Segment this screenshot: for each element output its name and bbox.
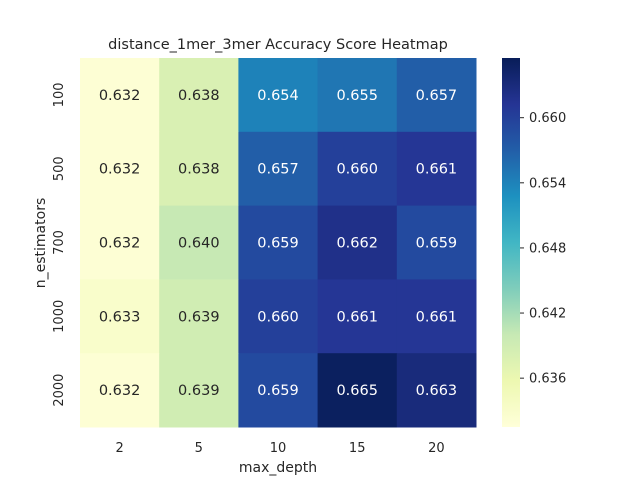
heatmap-cell	[396, 58, 477, 133]
x-axis-label: max_depth	[239, 460, 317, 476]
heatmap-cell	[396, 353, 477, 428]
cell-value-label: 0.662	[336, 236, 378, 252]
y-tick-label: 100	[52, 82, 67, 107]
x-tick-label: 5	[195, 441, 203, 456]
heatmap-cell	[80, 131, 160, 207]
y-axis-ticks: 100 500 700 1000 2000	[52, 82, 67, 406]
heatmap-cell	[80, 205, 160, 280]
heatmap-cell	[238, 205, 319, 280]
heatmap-cell	[159, 131, 239, 207]
heatmap-cell	[396, 131, 477, 207]
cell-value-label: 0.640	[178, 236, 220, 252]
heatmap-cell	[396, 205, 477, 280]
y-tick-label: 700	[52, 230, 67, 255]
heatmap-cell	[159, 279, 239, 354]
x-tick-label: 10	[270, 441, 287, 456]
heatmap-cell	[396, 279, 477, 354]
x-tick-label: 2	[115, 441, 123, 456]
cell-value-label: 0.660	[336, 162, 378, 178]
colorbar-tick-label: 0.648	[529, 241, 566, 256]
cell-value-label: 0.663	[416, 383, 458, 399]
cell-value-label: 0.657	[257, 162, 299, 178]
cell-value-label: 0.659	[257, 236, 299, 252]
cell-value-label: 0.661	[416, 309, 458, 325]
colorbar-tick-label: 0.660	[529, 111, 566, 126]
colorbar-tick-label: 0.636	[529, 372, 566, 387]
cell-value-label: 0.639	[178, 309, 220, 325]
heatmap-cell	[238, 353, 319, 428]
y-tick-label: 1000	[52, 300, 67, 333]
colorbar	[502, 58, 520, 427]
cell-value-label: 0.632	[99, 162, 141, 178]
heatmap-cell	[159, 205, 239, 280]
heatmap-cell	[238, 58, 319, 133]
heatmap-cell	[317, 58, 398, 133]
x-axis-ticks: 2 5 10 15 20	[115, 441, 444, 456]
heatmap-cell	[317, 205, 398, 280]
cell-value-label: 0.657	[416, 88, 458, 104]
heatmap-cell	[238, 279, 319, 354]
cell-value-label: 0.659	[416, 236, 458, 252]
heatmap-cell	[159, 58, 239, 133]
cell-value-label: 0.638	[178, 162, 220, 178]
cell-value-label: 0.632	[99, 383, 141, 399]
heatmap-cell	[317, 279, 398, 354]
cell-value-label: 0.632	[99, 236, 141, 252]
chart-title: distance_1mer_3mer Accuracy Score Heatma…	[108, 37, 448, 53]
cell-value-label: 0.660	[257, 309, 299, 325]
cell-value-label: 0.639	[178, 383, 220, 399]
cell-value-label: 0.665	[336, 383, 378, 399]
heatmap-cell	[317, 353, 398, 428]
heatmap-cell	[80, 58, 160, 133]
heatmap-cells	[80, 58, 477, 428]
colorbar-tick-label: 0.654	[529, 176, 566, 191]
cell-value-label: 0.661	[416, 162, 458, 178]
colorbar-tick-label: 0.642	[529, 307, 566, 322]
y-tick-label: 500	[52, 156, 67, 181]
cell-value-label: 0.661	[336, 309, 378, 325]
x-tick-label: 15	[349, 441, 366, 456]
heatmap-cell	[238, 131, 319, 207]
cell-value-label: 0.638	[178, 88, 220, 104]
y-tick-label: 2000	[52, 374, 67, 407]
cell-value-label: 0.654	[257, 88, 299, 104]
y-axis-label: n_estimators	[33, 198, 49, 288]
cell-value-label: 0.659	[257, 383, 299, 399]
heatmap-cell	[317, 131, 398, 207]
heatmap-cell	[80, 353, 160, 428]
cell-value-label: 0.632	[99, 88, 141, 104]
colorbar-ticks: 0.636 0.642 0.648 0.654 0.660	[520, 111, 566, 387]
heatmap-cell	[80, 279, 160, 354]
x-tick-label: 20	[428, 441, 445, 456]
cell-value-label: 0.633	[99, 309, 141, 325]
cell-value-label: 0.655	[336, 88, 378, 104]
heatmap-cell-labels: 0.632 0.638 0.654 0.655 0.657 0.632 0.638 0.657…	[99, 88, 457, 399]
heatmap-cell	[159, 353, 239, 428]
